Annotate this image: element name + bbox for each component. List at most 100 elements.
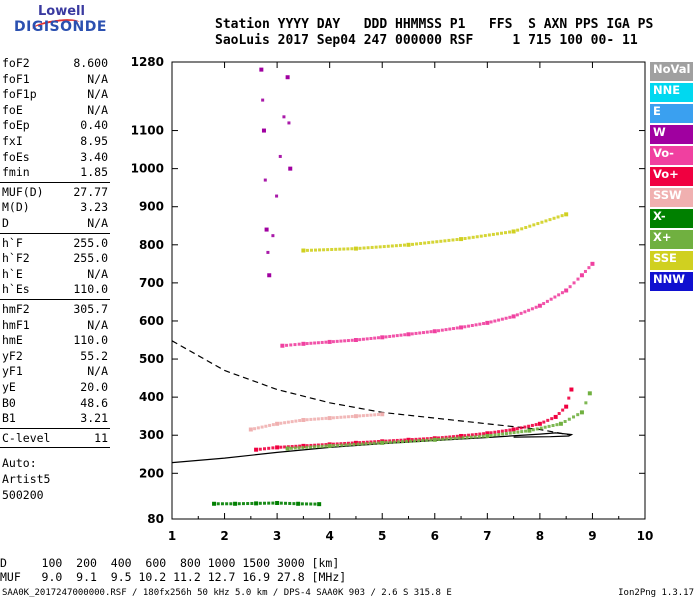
- point-vo--fill: [534, 423, 538, 427]
- point-vo--fill: [298, 444, 302, 448]
- point-w-fill: [278, 154, 282, 158]
- param-value: 27.77: [73, 184, 108, 199]
- param-key: foF2: [2, 56, 30, 70]
- point-vo--fill: [403, 333, 407, 337]
- point-x--fill: [512, 431, 516, 435]
- y-tick-label: 80: [147, 512, 164, 526]
- point-vo--fill: [497, 318, 501, 322]
- point-x--fill: [584, 401, 588, 405]
- param-row-foep: foEp 0.40: [0, 118, 110, 134]
- point-sse-fill: [362, 246, 366, 250]
- point-ssw-fill: [324, 416, 328, 420]
- param-value: N/A: [87, 266, 108, 281]
- point-vo--fill: [429, 436, 433, 440]
- point-ssw-fill: [305, 418, 309, 422]
- muf-frequency-row: MUF 9.0 9.1 9.5 10.2 11.2 12.7 16.9 27.8…: [0, 570, 347, 584]
- point-x--fill: [555, 423, 559, 427]
- point-vo--fill: [320, 340, 324, 344]
- point-sse-fill: [358, 246, 362, 250]
- point-sse-fill: [439, 239, 443, 243]
- point-vo--fill: [425, 330, 429, 334]
- point-vo--fill: [316, 443, 320, 447]
- point-vo-: [537, 421, 542, 426]
- point-x--fill: [312, 445, 316, 449]
- point-sse-fill: [475, 235, 479, 239]
- param-value: 305.7: [73, 302, 108, 316]
- x-tick-label: 3: [273, 529, 281, 543]
- point-ssw-fill: [283, 421, 287, 425]
- point-sse-fill: [499, 231, 503, 235]
- point-vo--fill: [391, 334, 395, 338]
- point-vo--fill: [467, 433, 471, 437]
- point-w-fill: [266, 250, 270, 254]
- point-x-: [432, 437, 437, 442]
- point-x--fill: [237, 502, 241, 506]
- point-vo--fill: [504, 429, 508, 433]
- point-vo--fill: [493, 319, 497, 323]
- point-x--fill: [421, 438, 425, 442]
- param-key: D: [2, 216, 9, 230]
- point-x--fill: [241, 502, 245, 506]
- point-vo-: [564, 288, 569, 293]
- point-vo--fill: [583, 269, 587, 273]
- point-ssw-fill: [313, 417, 317, 421]
- point-x--fill: [477, 435, 481, 439]
- point-vo--fill: [545, 299, 549, 303]
- point-sse-fill: [524, 226, 528, 230]
- point-x-: [233, 501, 238, 506]
- point-x-: [275, 501, 280, 506]
- point-ssw: [380, 412, 385, 417]
- point-x--fill: [396, 440, 400, 444]
- point-x--fill: [271, 501, 275, 505]
- point-x--fill: [445, 437, 449, 441]
- param-value: N/A: [87, 317, 108, 332]
- point-vo--fill: [504, 316, 508, 320]
- point-vo--fill: [470, 433, 474, 437]
- point-sse-fill: [427, 241, 431, 245]
- point-x--fill: [508, 431, 512, 435]
- point-vo-: [569, 387, 574, 392]
- param-value: 48.6: [80, 395, 108, 410]
- point-vo-: [590, 261, 595, 266]
- point-x--fill: [493, 433, 497, 437]
- legend-vo-: Vo+: [650, 167, 693, 186]
- param-key: B1: [2, 411, 16, 426]
- param-value: 55.2: [80, 348, 108, 363]
- y-tick-label: 1100: [131, 124, 164, 138]
- point-vo--fill: [523, 310, 527, 314]
- point-vo--fill: [361, 337, 365, 341]
- point-w-fill: [263, 178, 267, 182]
- param-key: foF1p: [2, 87, 37, 102]
- point-x--fill: [309, 502, 313, 506]
- point-ssw-fill: [298, 419, 302, 423]
- point-vo--fill: [313, 341, 317, 345]
- point-sse-fill: [455, 238, 459, 242]
- point-vo--fill: [410, 438, 414, 442]
- point-sse-fill: [516, 228, 520, 232]
- point-vo--fill: [283, 445, 287, 449]
- point-w-fill: [261, 98, 265, 102]
- point-x-: [579, 410, 584, 415]
- point-vo--fill: [331, 442, 335, 446]
- x-tick-label: 1: [168, 529, 176, 543]
- point-vo--fill: [305, 342, 309, 346]
- point-sse-fill: [536, 222, 540, 226]
- point-sse: [353, 246, 358, 251]
- y-tick-label: 1000: [131, 162, 164, 176]
- point-x-: [285, 446, 290, 451]
- point-sse-fill: [463, 237, 467, 241]
- point-x--fill: [300, 502, 304, 506]
- x-tick-label: 2: [220, 529, 228, 543]
- point-x--fill: [453, 436, 457, 440]
- param-row-ye: yE 20.0: [0, 380, 110, 396]
- point-x--fill: [551, 424, 555, 428]
- param-value: 8.95: [80, 134, 108, 148]
- muf-distance-row: D 100 200 400 600 800 1000 1500 3000 [km…: [0, 556, 340, 570]
- param-row-fof1p: foF1p N/A: [0, 87, 110, 103]
- point-vo--fill: [572, 281, 576, 285]
- point-sse-fill: [386, 244, 390, 248]
- point-sse-fill: [314, 248, 318, 252]
- point-sse-fill: [544, 219, 548, 223]
- param-value: 0.40: [80, 118, 108, 133]
- point-w-fill: [287, 121, 291, 125]
